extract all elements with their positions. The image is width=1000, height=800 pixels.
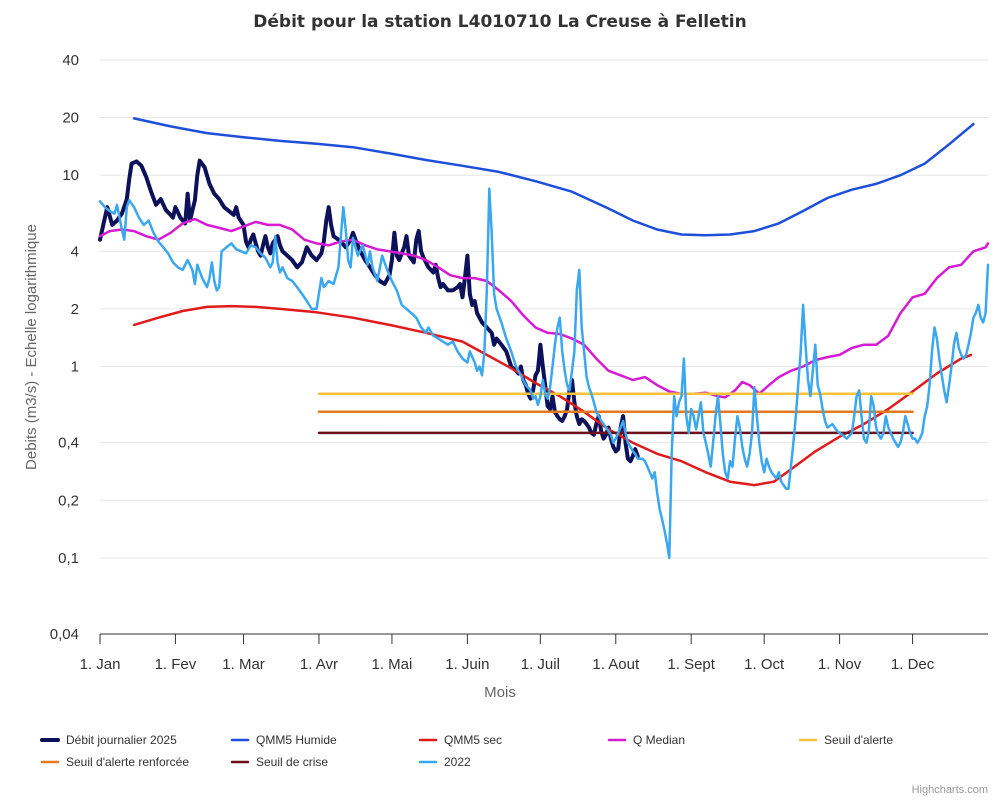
x-axis: 1. Jan 1. Fev 1. Mar 1. Avr 1. Mai 1. Juin 1. … xyxy=(80,633,988,673)
legend-item[interactable]: Q Median xyxy=(607,733,685,747)
x-tick-label: 1. Jan xyxy=(80,656,121,673)
legend-label: 2022 xyxy=(444,755,471,769)
y-tick-label: 2 xyxy=(71,301,79,318)
y-tick-label: 4 xyxy=(71,243,79,260)
y-tick-label: 10 xyxy=(62,167,79,184)
y-tick-label: 0,04 xyxy=(50,626,79,643)
x-tick-label: 1. Juil xyxy=(521,656,560,673)
x-tick-label: 1. Fev xyxy=(155,656,197,673)
legend-item[interactable]: QMM5 Humide xyxy=(230,733,337,747)
y-tick-label: 0,2 xyxy=(58,492,79,509)
x-tick-label: 1. Mar xyxy=(222,656,265,673)
y-axis-title: Debits (m3/s) - Echelle logarithmique xyxy=(23,224,40,470)
legend-label: Seuil de crise xyxy=(256,755,328,769)
x-tick-label: 1. Sept xyxy=(667,656,715,673)
series-line-qmm5-humide[interactable] xyxy=(132,117,975,237)
credits[interactable]: Highcharts.com xyxy=(912,784,988,796)
legend-item[interactable]: Débit journalier 2025 xyxy=(40,733,177,747)
chart-title: Débit pour la station L4010710 La Creuse… xyxy=(253,12,746,32)
legend[interactable]: Débit journalier 2025 QMM5 Humide QMM5 sec… xyxy=(40,733,893,769)
legend-label: Seuil d'alerte xyxy=(824,733,893,747)
y-tick-label: 0,4 xyxy=(58,435,79,452)
series-line-2022[interactable] xyxy=(98,187,990,560)
legend-item[interactable]: Seuil d'alerte renforcée xyxy=(40,755,189,769)
legend-item[interactable]: QMM5 sec xyxy=(418,733,502,747)
legend-item[interactable]: Seuil de crise xyxy=(230,755,328,769)
x-tick-label: 1. Aout xyxy=(592,656,640,673)
x-tick-label: 1. Nov xyxy=(818,656,862,673)
x-tick-label: 1. Juin xyxy=(445,656,489,673)
y-axis-ticks: 40 20 10 4 2 1 0,4 0,2 0,1 0,04 xyxy=(50,52,79,643)
legend-label: QMM5 Humide xyxy=(256,733,337,747)
x-tick-label: 1. Mai xyxy=(372,656,413,673)
series-group xyxy=(98,117,990,560)
x-tick-label: 1. Avr xyxy=(300,656,338,673)
y-tick-label: 20 xyxy=(62,110,79,127)
legend-label: QMM5 sec xyxy=(444,733,502,747)
x-tick-label: 1. Dec xyxy=(891,656,935,673)
legend-label: Seuil d'alerte renforcée xyxy=(66,755,189,769)
x-axis-title: Mois xyxy=(484,684,516,701)
y-tick-label: 40 xyxy=(62,52,79,69)
legend-label: Débit journalier 2025 xyxy=(66,733,177,747)
legend-label: Q Median xyxy=(633,733,685,747)
legend-item[interactable]: Seuil d'alerte xyxy=(798,733,893,747)
y-tick-label: 1 xyxy=(71,359,79,376)
legend-item[interactable]: 2022 xyxy=(418,755,471,769)
x-tick-label: 1. Oct xyxy=(744,656,785,673)
y-tick-label: 0,1 xyxy=(58,550,79,567)
